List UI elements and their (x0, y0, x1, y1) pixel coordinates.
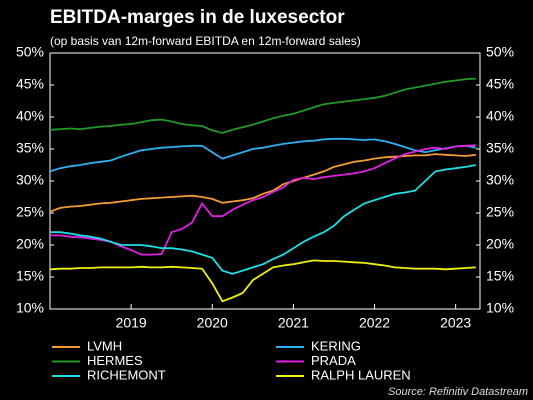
y2-tick-label: 50% (486, 44, 514, 60)
y-tick-label: 45% (16, 76, 44, 92)
legend-label: LVMH (87, 338, 122, 353)
legend-label: RICHEMONT (87, 367, 166, 382)
y-tick-label: 25% (16, 204, 44, 220)
y2-tick-label: 45% (486, 76, 514, 92)
series-line (49, 153, 477, 213)
x-tick-label: 2023 (440, 315, 471, 331)
source: Source: Refinitiv Datastream (388, 386, 528, 398)
y-tick-label: 20% (16, 236, 44, 252)
y-tick-label: 35% (16, 140, 44, 156)
legend-label: HERMES (87, 353, 143, 368)
plot-frame (49, 52, 481, 310)
y2-tick-label: 35% (486, 140, 514, 156)
y-tick-label: 15% (16, 268, 44, 284)
chart-subtitle: (op basis van 12m-forward EBITDA en 12m-… (50, 34, 361, 48)
y2-tick-label: 40% (486, 108, 514, 124)
y-tick-label: 40% (16, 108, 44, 124)
y2-tick-label: 15% (486, 268, 514, 284)
y2-tick-label: 25% (486, 204, 514, 220)
legend-label: KERING (311, 338, 361, 353)
y2-tick-label: 20% (486, 236, 514, 252)
series-line (49, 259, 476, 303)
chart-title: EBITDA-marges in de luxesector (50, 7, 345, 28)
x-tick-label: 2019 (116, 315, 147, 331)
x-tick-label: 2020 (197, 315, 228, 331)
series-line (50, 164, 477, 275)
y-tick-label: 10% (16, 300, 44, 316)
y-tick-label: 50% (16, 44, 44, 60)
x-tick-label: 2021 (278, 315, 309, 331)
x-tick-label: 2022 (359, 315, 390, 331)
series-line (50, 144, 476, 256)
series-line (49, 137, 477, 173)
legend-label: PRADA (311, 353, 356, 368)
y2-tick-label: 10% (486, 300, 514, 316)
legend-label: RALPH LAUREN (311, 367, 411, 382)
y-tick-label: 30% (16, 172, 44, 188)
series-line (49, 77, 476, 134)
y2-tick-label: 30% (486, 172, 514, 188)
